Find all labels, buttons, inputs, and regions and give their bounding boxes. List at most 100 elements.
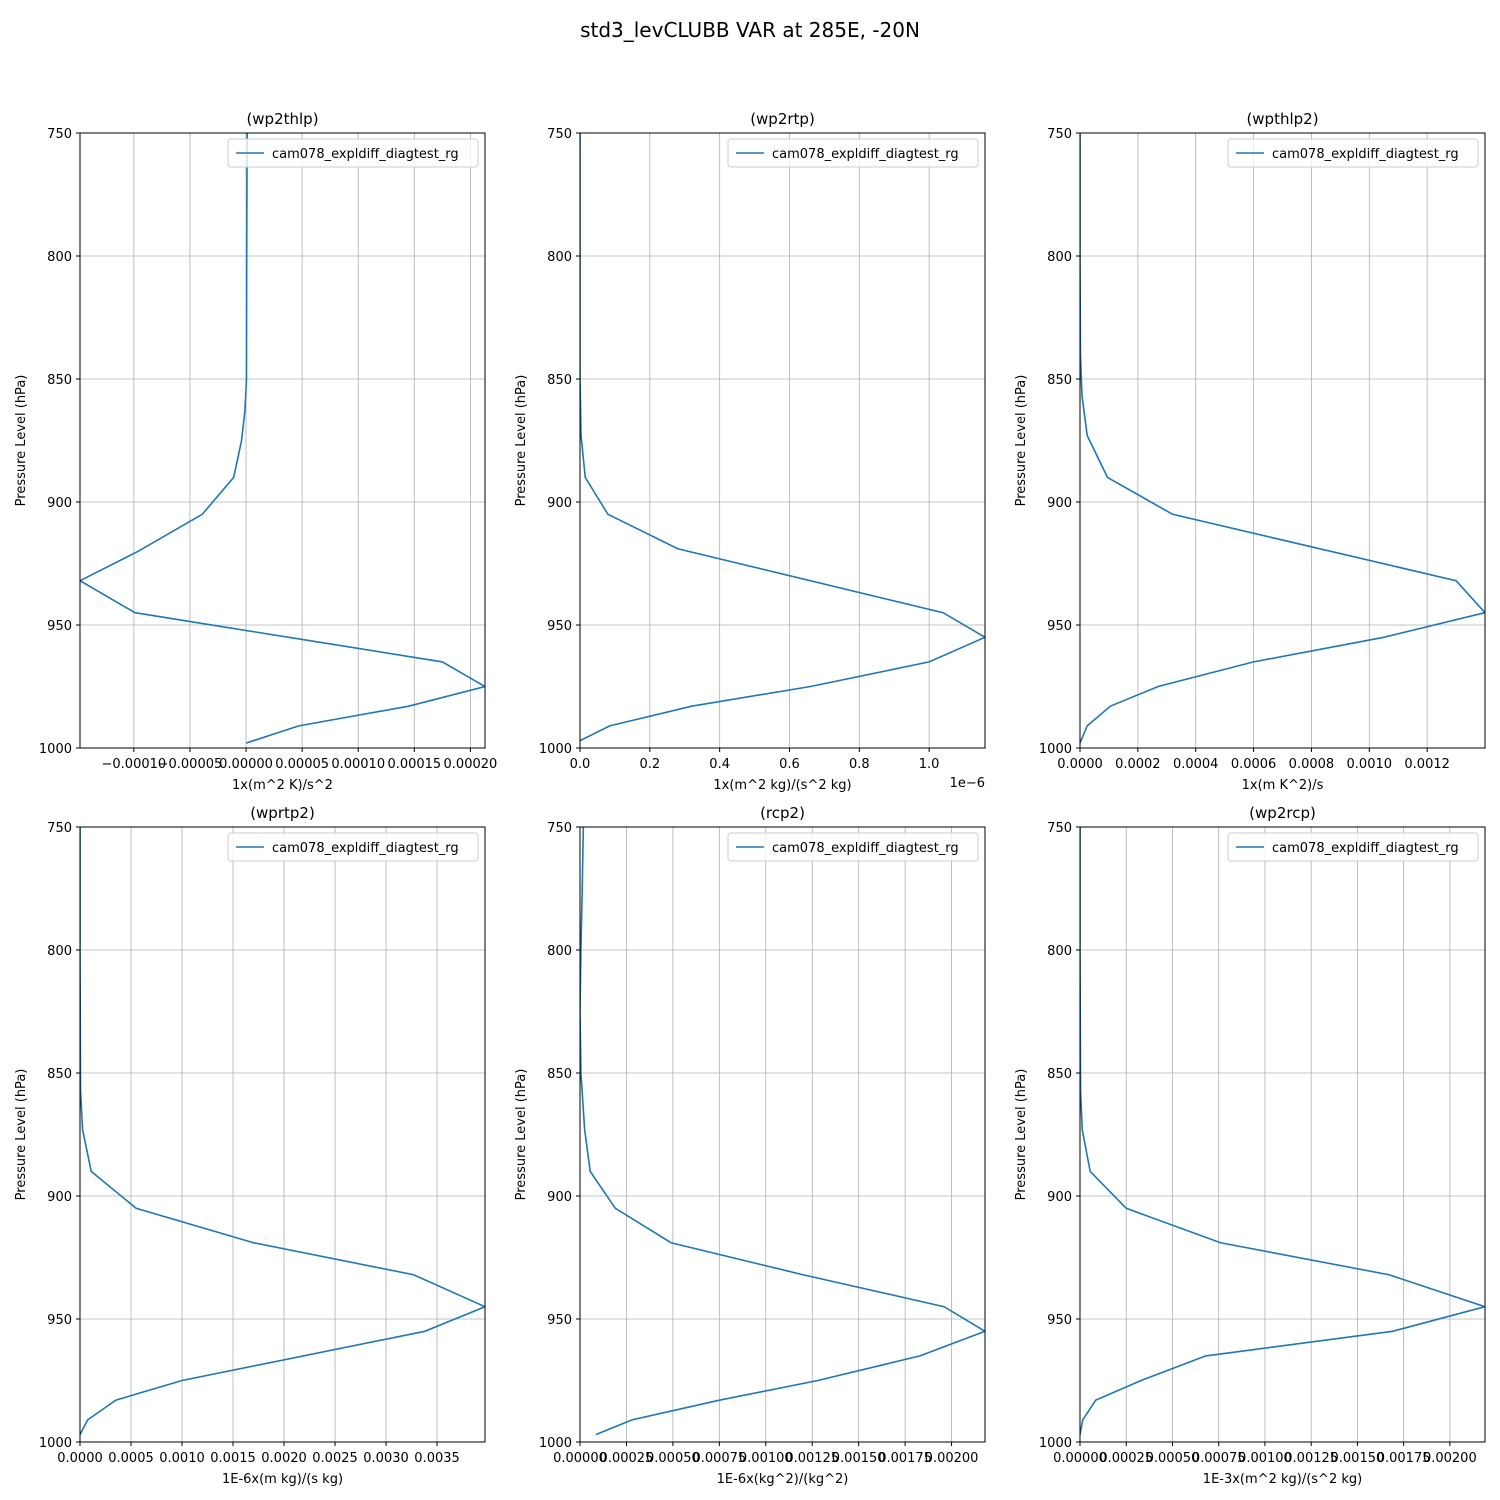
y-tick-label: 800 bbox=[1047, 250, 1072, 265]
y-axis-label: Pressure Level (hPa) bbox=[1014, 1069, 1029, 1201]
legend-box bbox=[727, 832, 979, 862]
legend-entry: cam078_expldiff_diagtest_rg bbox=[272, 147, 459, 162]
y-axis-label: Pressure Level (hPa) bbox=[514, 1069, 529, 1201]
panel-title: (wpthlp2) bbox=[1246, 110, 1318, 128]
x-tick-label: 0.00025 bbox=[1099, 1451, 1153, 1466]
x-tick-label: 0.4 bbox=[709, 757, 730, 772]
legend-box bbox=[227, 138, 479, 168]
series-line bbox=[580, 827, 985, 1436]
x-tick-label: 0.00100 bbox=[739, 1451, 793, 1466]
x-tick-label: 0.00005 bbox=[275, 757, 329, 772]
y-tick-label: 850 bbox=[547, 373, 572, 388]
y-tick-label: 1000 bbox=[39, 742, 72, 757]
x-tick-label: 0.0010 bbox=[1347, 757, 1393, 772]
y-tick-label: 850 bbox=[547, 1067, 572, 1082]
y-tick-label: 900 bbox=[47, 1190, 72, 1205]
panel-5: 0.000000.000250.000500.000750.001000.001… bbox=[1014, 804, 1486, 1487]
x-tick-label: 0.00150 bbox=[832, 1451, 886, 1466]
panel-title: (wp2thlp) bbox=[246, 110, 318, 128]
x-tick-label: 0.0000 bbox=[57, 1451, 103, 1466]
x-tick-label: 0.00010 bbox=[331, 757, 385, 772]
x-tick-label: 1.0 bbox=[919, 757, 940, 772]
axes-frame bbox=[1079, 132, 1486, 749]
x-tick-label: 0.0012 bbox=[1404, 757, 1450, 772]
x-offset-label: 1e−6 bbox=[950, 776, 985, 791]
y-tick-label: 950 bbox=[1047, 619, 1072, 634]
x-axis-label: 1E-6x(m kg)/(s kg) bbox=[222, 1472, 343, 1487]
legend: cam078_expldiff_diagtest_rg bbox=[727, 138, 979, 168]
x-tick-label: 0.00075 bbox=[692, 1451, 746, 1466]
y-tick-label: 800 bbox=[47, 250, 72, 265]
y-tick-label: 850 bbox=[1047, 1067, 1072, 1082]
panel-title: (wprtp2) bbox=[250, 804, 315, 822]
x-tick-label: 0.0 bbox=[570, 757, 591, 772]
x-tick-label: 0.0030 bbox=[363, 1451, 409, 1466]
panel-1: 0.0 0.2 0.4 0.6 0.8 1.0 750 800 850 900 950 1000 (wp… bbox=[514, 110, 986, 793]
y-tick-label: 1000 bbox=[1039, 742, 1072, 757]
x-tick-label: 0.0025 bbox=[312, 1451, 358, 1466]
y-tick-label: 950 bbox=[547, 619, 572, 634]
legend: cam078_expldiff_diagtest_rg bbox=[1227, 138, 1479, 168]
legend-box bbox=[727, 138, 979, 168]
x-tick-label: 0.0035 bbox=[414, 1451, 460, 1466]
x-tick-label: 0.00025 bbox=[600, 1451, 654, 1466]
y-tick-label: 900 bbox=[547, 1190, 572, 1205]
legend: cam078_expldiff_diagtest_rg bbox=[227, 832, 479, 862]
x-tick-label: 0.00015 bbox=[387, 757, 441, 772]
y-axis-label: Pressure Level (hPa) bbox=[1014, 375, 1029, 507]
series-line bbox=[580, 133, 985, 742]
y-tick-label: 750 bbox=[47, 127, 72, 142]
axes-frame bbox=[579, 132, 986, 749]
series-line bbox=[1080, 133, 1485, 744]
x-tick-label: 0.00075 bbox=[1192, 1451, 1246, 1466]
panel-title: (wp2rtp) bbox=[750, 110, 815, 128]
series-line bbox=[1080, 827, 1485, 1435]
y-tick-label: 1000 bbox=[539, 1436, 572, 1451]
x-tick-label: 0.0020 bbox=[261, 1451, 307, 1466]
axes-frame bbox=[1079, 826, 1486, 1443]
y-tick-label: 850 bbox=[47, 1067, 72, 1082]
panel-3: 0.0000 0.0005 0.0010 0.0015 0.0020 0.0025 0.00… bbox=[14, 804, 486, 1487]
x-tick-label: 0.0008 bbox=[1289, 757, 1335, 772]
x-tick-label: 0.00200 bbox=[1423, 1451, 1477, 1466]
y-tick-label: 950 bbox=[547, 1313, 572, 1328]
y-tick-label: 1000 bbox=[1039, 1436, 1072, 1451]
x-tick-label: 0.00000 bbox=[553, 1451, 607, 1466]
y-tick-label: 800 bbox=[1047, 944, 1072, 959]
legend-box bbox=[227, 832, 479, 862]
x-axis-label: 1x(m^2 kg)/(s^2 kg) bbox=[713, 778, 851, 793]
x-tick-label: 0.00050 bbox=[646, 1451, 700, 1466]
y-tick-label: 850 bbox=[47, 373, 72, 388]
legend-entry: cam078_expldiff_diagtest_rg bbox=[272, 841, 459, 856]
legend-entry: cam078_expldiff_diagtest_rg bbox=[1272, 147, 1459, 162]
y-tick-label: 900 bbox=[547, 496, 572, 511]
x-tick-label: 0.00020 bbox=[444, 757, 498, 772]
series-line bbox=[80, 133, 485, 744]
x-tick-label: 0.00150 bbox=[1331, 1451, 1385, 1466]
legend: cam078_expldiff_diagtest_rg bbox=[1227, 832, 1479, 862]
y-tick-label: 900 bbox=[1047, 1190, 1072, 1205]
axes-frame bbox=[579, 826, 986, 1443]
legend-entry: cam078_expldiff_diagtest_rg bbox=[1272, 841, 1459, 856]
y-tick-label: 850 bbox=[1047, 373, 1072, 388]
y-axis-label: Pressure Level (hPa) bbox=[14, 375, 29, 507]
x-tick-label: 0.00050 bbox=[1146, 1451, 1200, 1466]
x-tick-label: 0.00200 bbox=[925, 1451, 979, 1466]
x-tick-label: 0.0000 bbox=[1057, 757, 1103, 772]
legend: cam078_expldiff_diagtest_rg bbox=[727, 832, 979, 862]
y-tick-label: 750 bbox=[547, 821, 572, 836]
y-tick-label: 950 bbox=[47, 1313, 72, 1328]
x-tick-label: 0.00175 bbox=[878, 1451, 932, 1466]
x-tick-label: 0.0002 bbox=[1115, 757, 1161, 772]
x-tick-label: 0.00125 bbox=[1284, 1451, 1338, 1466]
panel-title: (rcp2) bbox=[760, 804, 805, 822]
x-tick-label: 0.0010 bbox=[159, 1451, 205, 1466]
y-tick-label: 750 bbox=[1047, 821, 1072, 836]
y-tick-label: 900 bbox=[1047, 496, 1072, 511]
y-axis-label: Pressure Level (hPa) bbox=[514, 375, 529, 507]
x-tick-label: 0.0004 bbox=[1173, 757, 1219, 772]
y-tick-label: 750 bbox=[47, 821, 72, 836]
